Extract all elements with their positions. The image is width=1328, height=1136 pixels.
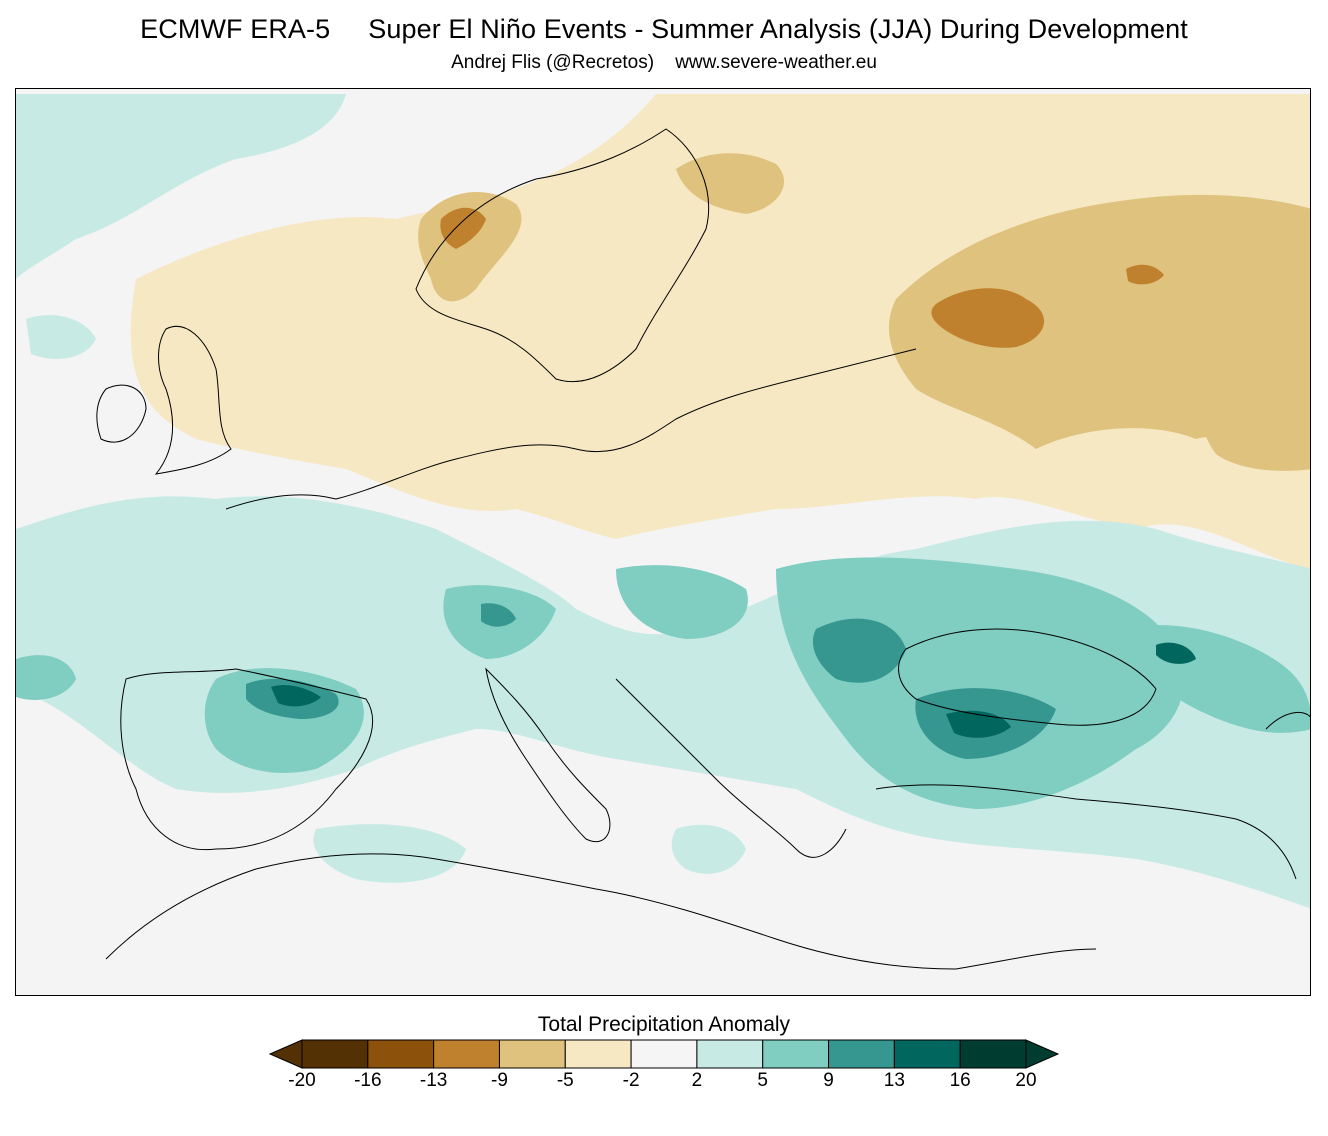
coastline-scandinavia (415, 128, 710, 383)
colorbar-box (828, 1039, 895, 1069)
colorbar-box (367, 1039, 435, 1069)
dry-anomaly-russia-core-2 (1126, 264, 1164, 285)
dry-anomaly-north-atlantic (130, 94, 1310, 569)
wet-anomaly-ukraine-turkey (776, 557, 1184, 809)
wet-anomaly-caucasus-core (1156, 642, 1196, 664)
colorbar-ticks: -20 -16 -13 -9 -5 -2 2 5 9 13 16 20 (0, 1070, 1328, 1100)
wet-anomaly-balkans (616, 565, 748, 639)
colorbar (268, 1038, 1060, 1075)
colorbar-tick-label: -16 (354, 1070, 382, 1091)
colorbar-tick-label: -2 (622, 1070, 640, 1091)
coastline-ireland (96, 384, 147, 443)
colorbar-box (630, 1039, 698, 1069)
colorbar-svg (268, 1039, 1060, 1069)
coastline-north-africa (105, 853, 1097, 970)
wet-anomaly-romania-core (812, 618, 906, 683)
coastline-turkey (875, 784, 1297, 880)
coastline-italy (485, 667, 611, 843)
wet-anomaly-alps-core (481, 603, 516, 627)
wet-anomaly-north-africa (313, 824, 466, 883)
coastlines (96, 128, 1310, 970)
colorbar-tick-label: 13 (883, 1070, 905, 1091)
colorbar-left-arrow (268, 1039, 303, 1069)
wet-anomaly-atlantic-south (16, 655, 76, 700)
colorbar-box (301, 1039, 369, 1069)
wet-anomaly-north-sea-spot (26, 315, 96, 359)
dry-anomaly-norway-core (440, 207, 486, 249)
colorbar-label: Total Precipitation Anomaly (537, 1013, 791, 1036)
colorbar-tick-label: 5 (757, 1070, 769, 1091)
colorbar-right-arrow (1025, 1039, 1060, 1069)
wet-anomaly-fields (16, 94, 1310, 909)
map-canvas (16, 94, 1310, 970)
coastline-balkans (615, 678, 847, 858)
dry-anomaly-finland (676, 153, 785, 214)
coastline-black-sea (898, 628, 1157, 726)
colorbar-tick-label: 9 (823, 1070, 834, 1091)
colorbar-tick-label: 16 (949, 1070, 971, 1091)
coastline-caspian (1265, 711, 1310, 730)
colorbar-tick-label: 20 (1015, 1070, 1037, 1091)
colorbar-tick-label: -13 (419, 1070, 448, 1091)
dry-anomaly-volga (1200, 379, 1310, 471)
colorbar-tick-label: -5 (556, 1070, 574, 1091)
colorbar-box (696, 1039, 764, 1069)
map-subtitle: Andrej Flis (@Recretos) www.severe-weath… (451, 52, 877, 73)
colorbar-tick-label: -20 (288, 1070, 316, 1091)
colorbar-tick-label: -9 (491, 1070, 508, 1091)
precipitation-anomaly-map (15, 88, 1311, 996)
wet-anomaly-iberia-peak (271, 685, 321, 707)
coastline-iberia (120, 668, 373, 851)
wet-anomaly-atlantic-north (16, 94, 346, 279)
colorbar-tick-label: 2 (691, 1070, 703, 1091)
colorbar-box (498, 1039, 566, 1069)
dry-anomaly-fields (130, 94, 1310, 569)
colorbar-box (564, 1039, 632, 1069)
coastline-western-europe (225, 348, 917, 510)
colorbar-box (433, 1039, 500, 1069)
dry-anomaly-russia-core (931, 288, 1045, 348)
colorbar-box (762, 1039, 830, 1069)
coastline-britain (154, 325, 232, 475)
map-title: ECMWF ERA-5 Super El Niño Events - Summe… (140, 14, 1188, 44)
wet-anomaly-mediterranean-east (671, 824, 746, 874)
colorbar-box (959, 1039, 1027, 1069)
colorbar-box (893, 1039, 961, 1069)
